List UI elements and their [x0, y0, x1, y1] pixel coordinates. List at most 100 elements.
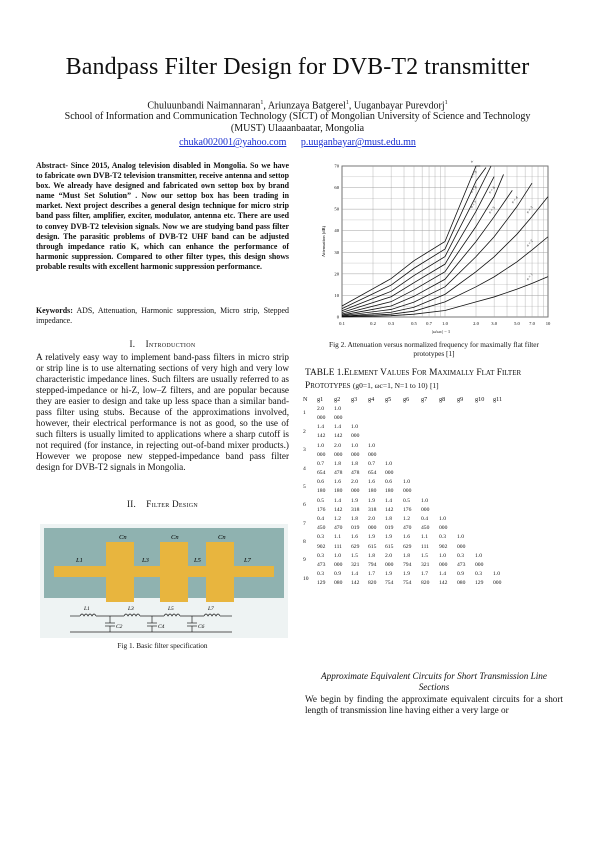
section-number: II.: [126, 499, 137, 509]
table-cell: [475, 450, 493, 459]
table-cell: 000: [351, 451, 360, 458]
table-header-cell: g3: [351, 396, 358, 404]
series-line: [341, 182, 533, 317]
table-cell: 1.4: [351, 571, 358, 578]
table-cell: 142: [334, 506, 343, 513]
table-cell: [475, 496, 493, 505]
table-cell: 478: [351, 470, 360, 477]
table-cell: 1.2: [403, 516, 410, 523]
table-cell: [457, 478, 475, 487]
capacitor-label: C2: [116, 624, 123, 630]
table-cell: 1.2: [334, 516, 341, 523]
email-link[interactable]: p.uuganbayar@must.edu.mn: [300, 137, 416, 148]
y-axis-label: Attenuation (dB): [321, 225, 326, 257]
table-cell: 629: [351, 543, 360, 550]
table-cell: 902: [317, 543, 326, 550]
table-cell: 000: [385, 561, 394, 568]
table-cell: 1.9: [385, 534, 392, 541]
table-cell: 1.0: [457, 534, 464, 541]
author-name: Ariunzaya Batgerel: [267, 100, 346, 112]
series-line: [341, 190, 513, 316]
table-cell: 142: [439, 580, 448, 587]
table-cell: [493, 542, 509, 551]
table-cell-n: 9: [303, 557, 306, 564]
table-cell: [439, 496, 457, 505]
table-cell: [475, 459, 493, 468]
table-cell: [457, 423, 475, 432]
affiliation-mark: 1: [345, 100, 349, 106]
x-tick-label: 0.2: [370, 321, 376, 326]
email-list: chuka002001@yahoo.com p.uuganbayar@must.…: [0, 137, 595, 148]
table-cell: [493, 560, 509, 569]
keywords-label: Keywords:: [36, 306, 73, 315]
attenuation-chart: 0.1 0.2 0.3 0.5 0.7 1.0 2.0 3.0 5.0 7.0 10 0 10 20 30 4…: [321, 160, 551, 334]
table-cell: 629: [403, 543, 412, 550]
subsection-heading: Approximate Equivalent Circuits for Shor…: [321, 671, 547, 692]
table-cell: [403, 450, 421, 459]
series-line: [341, 196, 549, 317]
table-cell: [493, 459, 509, 468]
table-cell: [368, 404, 385, 413]
y-tick-label: 0: [337, 315, 340, 320]
table-cell: [403, 404, 421, 413]
table-cell: [493, 514, 509, 523]
capacitor-label: Cn: [218, 534, 226, 541]
table-cell: 0.9: [334, 571, 341, 578]
table-cell: [493, 441, 509, 450]
table-cell: [421, 432, 439, 441]
series-label: n = 1: [526, 272, 534, 281]
table-cell: [493, 413, 509, 422]
table-cell: 0.3: [439, 534, 446, 541]
y-tick-label: 60: [334, 185, 339, 190]
table-cell: [475, 514, 493, 523]
table-header-cell: g4: [368, 396, 375, 404]
series-label: n = 7: [470, 200, 478, 209]
table-cell: [439, 404, 457, 413]
table-cell: 0.9: [457, 571, 464, 578]
table-cell: 000: [317, 414, 326, 421]
table-cell: 1.9: [368, 534, 375, 541]
table-cell: 111: [421, 543, 429, 550]
series-label: n = 4: [511, 195, 519, 204]
table-cell: 615: [368, 543, 377, 550]
table-cell: [457, 432, 475, 441]
table-cell: 2.0: [385, 552, 392, 559]
table-cell: [475, 441, 493, 450]
table-cell: 2.0: [368, 516, 375, 523]
table-cell: [475, 533, 493, 542]
caption-line: Fig 2. Attenuation versus normalized fre…: [329, 340, 539, 349]
table-cell: [475, 505, 493, 514]
table-cell: [421, 413, 439, 422]
table-cell: 129: [475, 580, 484, 587]
table-cell: 1.5: [351, 552, 358, 559]
table-cell: 902: [439, 543, 448, 550]
table-cell: [439, 441, 457, 450]
table-row: 000 000 000 000: [303, 450, 509, 459]
table-cell: 0.6: [317, 479, 324, 486]
table-cell: [457, 459, 475, 468]
table-cell: 180: [334, 488, 343, 495]
table-cell: 473: [317, 561, 326, 568]
affiliation-mark: 1: [260, 100, 264, 106]
email-link[interactable]: chuka002001@yahoo.com: [179, 137, 287, 148]
table-row: 3 1.0 2.0 1.0 1.0: [303, 441, 509, 454]
intro-paragraph: A relatively easy way to implement band-…: [36, 352, 289, 473]
series-line: [341, 167, 487, 309]
table-cell: [403, 413, 421, 422]
table-cell: 1.7: [368, 571, 375, 578]
table-cell: 000: [334, 451, 343, 458]
table-cell: [385, 404, 403, 413]
table-cell: 180: [368, 488, 377, 495]
table-row: 4 0.7 1.8 1.8 0.7 1.0: [303, 459, 509, 472]
table-cell: 111: [334, 543, 342, 550]
table-cell: 142: [317, 433, 326, 440]
series-label: n = 6: [488, 186, 496, 195]
table-cell: [475, 478, 493, 487]
table-cell: [421, 478, 439, 487]
table-cell: 080: [457, 580, 466, 587]
table-cell-n: 6: [303, 502, 306, 509]
table-row: 8 0.3 1.1 1.6 1.9 1.9 1.6 1.1 0.3 1.0: [303, 533, 509, 545]
table-row: 129 080 142 820 754 754 820 142 080 129 000: [303, 579, 509, 588]
x-tick-label: 0.1: [339, 321, 345, 326]
